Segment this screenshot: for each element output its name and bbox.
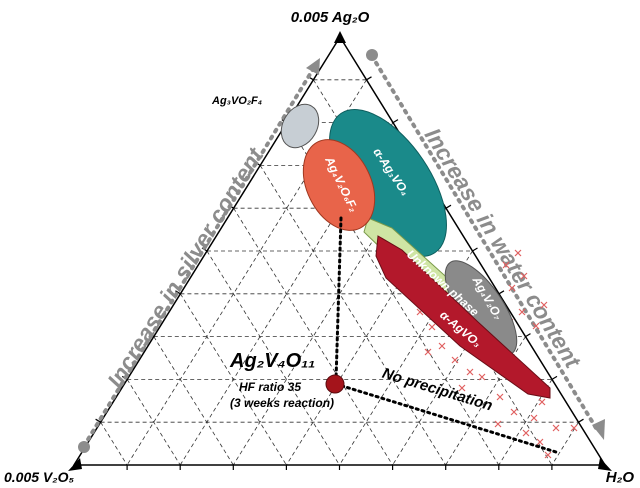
grid-line [551,421,579,466]
no-precipitation-cross [538,398,546,406]
grid-line [259,165,447,466]
edge-tick [551,375,558,380]
no-precipitation-cross [508,284,516,292]
no-precipitation-cross [540,301,548,309]
no-precipitation-cross [570,424,578,432]
edge-tick [392,119,399,124]
edge-tick [95,418,101,423]
edge-tick [525,333,531,338]
no-precipitation-cross [532,322,540,330]
compound-label: Ag₂V₄O₁₁ [229,350,315,372]
grid-line [153,336,234,466]
no-precipitation-cross [478,373,486,381]
no-precipitation-cross [438,342,446,350]
grid-line [126,79,367,466]
no-precipitation-cross [544,451,552,459]
vertex-left-label: 0.005 V₂O₅ [4,469,74,485]
edge-tick [578,418,584,423]
no-precipitation-cross [514,249,522,257]
no-precipitation-cross [536,438,544,446]
no-precipitation-cross [496,393,504,401]
water-content-arrow [366,49,605,440]
top-vertex-arrowhead [334,31,346,43]
silver-content-arrow [78,58,320,453]
guide-vertical-dotted [334,216,343,382]
edge-tick [472,247,478,252]
ternary-triangle-outline [72,35,607,466]
no-precipitation-cross [518,308,526,316]
edge-tick [445,204,452,209]
no-precipitation-cross [530,414,538,422]
region-ag4v2o6f2 [302,139,376,231]
left-vertex-arrowhead [68,458,82,471]
no-precipitation-cross [494,420,502,428]
vertex-top-label: 0.005 Ag₂O [291,9,370,26]
no-precipitation-cross [502,261,510,269]
grid-line [126,379,181,466]
hf-ratio-label: HF ratio 35 [239,380,301,394]
no-precipitation-cross [510,408,518,416]
label-ag3vo2f4: Ag₃VO₂F₄ [211,95,262,107]
no-precipitation-cross [466,368,474,376]
no-precipitation-cross [451,356,459,364]
no-precipitation-cross [424,348,432,356]
guide-diagonal-dotted [334,382,558,454]
no-precipitation-cross [522,429,530,437]
no-precipitation-cross [428,323,436,331]
edge-tick [175,290,181,295]
grid-line [100,421,128,466]
right-vertex-arrowhead [598,458,612,471]
reaction-time-label: (3 weeks reaction) [230,396,334,410]
edge-tick [366,76,372,81]
no-precipitation-label: No precipitation [380,365,494,415]
region-ag3vo2f4 [280,103,320,149]
no-precipitation-cross [458,384,466,392]
ag2v4o11-sample-point [325,374,345,394]
vertex-right-label: H₂O [606,469,635,486]
grid-line [233,207,393,466]
no-precipitation-cross [552,424,560,432]
no-precipitation-cross [520,272,528,280]
edge-tick [498,290,505,295]
region-alpha-agvo3 [375,235,551,399]
